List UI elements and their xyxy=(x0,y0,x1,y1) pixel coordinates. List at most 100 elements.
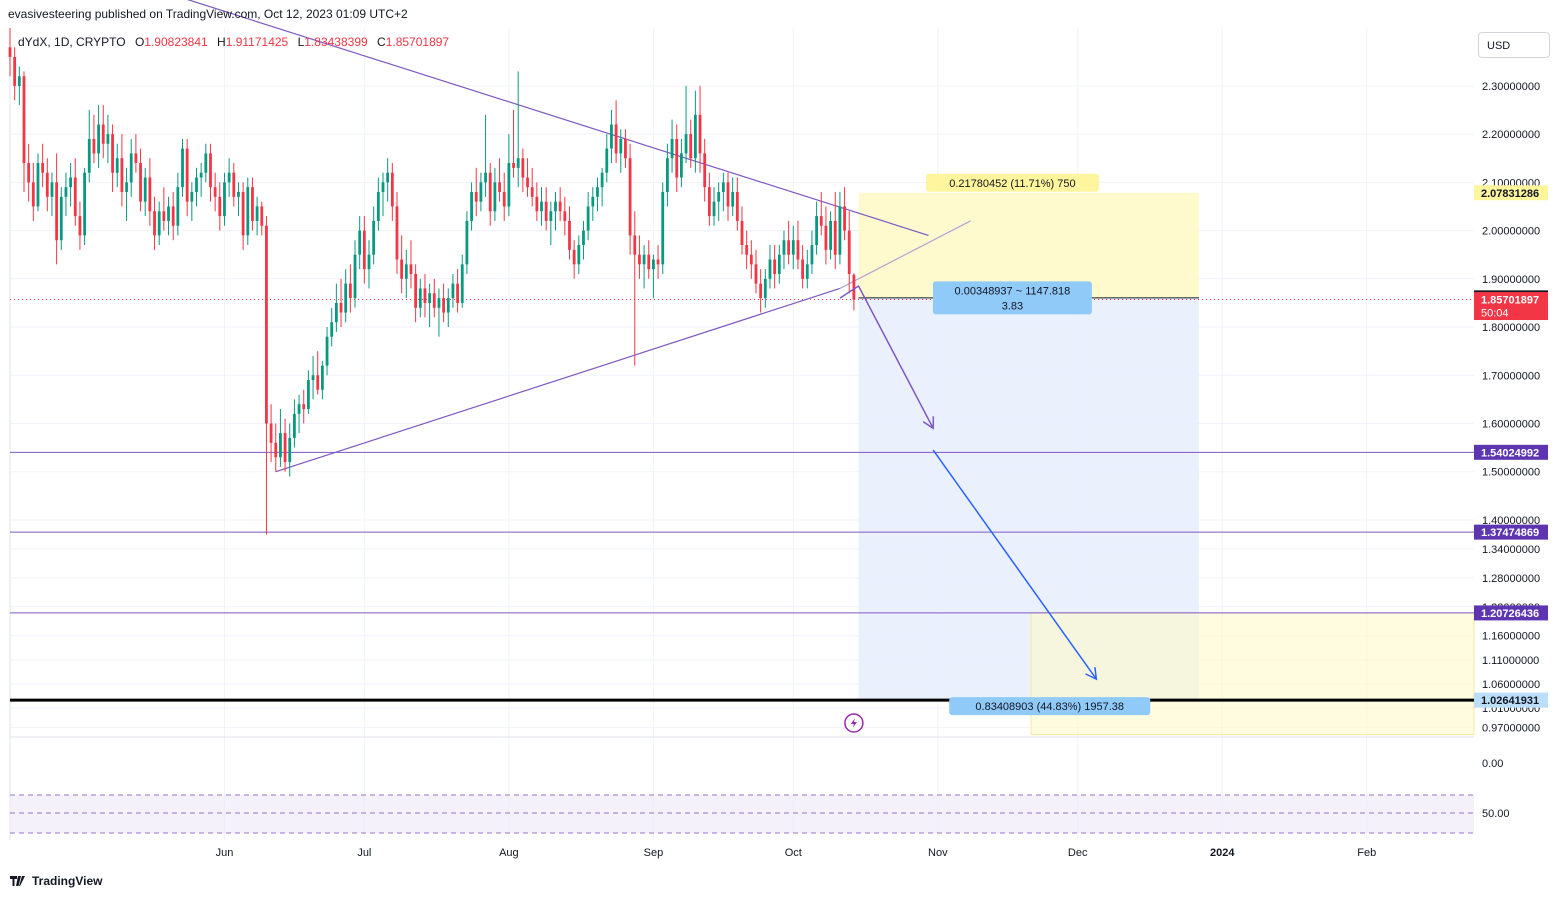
time-tick-label: Feb xyxy=(1357,847,1376,859)
candle-body xyxy=(582,230,585,246)
price-label-box xyxy=(1474,185,1548,201)
candle-body xyxy=(815,216,818,246)
target-label-box xyxy=(949,697,1151,716)
price-label: 2.07831286 xyxy=(1481,188,1539,200)
price-label: 1.02641931 xyxy=(1481,695,1539,707)
tradingview-brand[interactable]: TradingView xyxy=(10,874,102,888)
candle-body xyxy=(404,264,408,279)
indicator-pane: 50.00 xyxy=(10,794,1510,834)
candle-body xyxy=(237,191,240,197)
candle-body xyxy=(27,163,31,183)
time-tick-label: Dec xyxy=(1068,847,1088,859)
candle-body xyxy=(353,254,357,299)
candle-body xyxy=(395,206,399,260)
price-tick-label: 1.11000000 xyxy=(1482,655,1539,667)
candle-body xyxy=(400,259,404,279)
time-tick-label: Sep xyxy=(644,847,664,859)
candle-body xyxy=(260,206,264,226)
brand-label: TradingView xyxy=(32,874,103,888)
candle-body xyxy=(227,172,231,183)
candle-body xyxy=(568,220,571,250)
candle-body xyxy=(241,191,245,236)
candle-body xyxy=(325,336,329,366)
high-label: H xyxy=(217,35,226,49)
candle-body xyxy=(656,259,660,265)
candle-body xyxy=(838,206,842,255)
candle-body xyxy=(232,172,236,197)
center-label-text: 0.00348937 ~ 1147.818 xyxy=(955,285,1071,297)
candle-body xyxy=(87,138,91,173)
candle-body xyxy=(423,288,427,303)
time-tick-label: Jul xyxy=(357,847,371,859)
price-tick-label: 0.97000000 xyxy=(1482,722,1540,734)
blue-arrow-head xyxy=(1085,667,1098,681)
candle-body xyxy=(605,148,609,173)
candle-body xyxy=(787,240,791,255)
candle-body xyxy=(115,158,119,173)
candle-body xyxy=(754,264,758,284)
candle-body xyxy=(773,259,777,274)
candle-body xyxy=(549,211,553,221)
candle-body xyxy=(759,283,763,299)
candle-body xyxy=(223,182,226,217)
candle-body xyxy=(176,187,180,226)
price-label: 1.85701897 xyxy=(1481,295,1539,307)
candle-body xyxy=(675,138,679,178)
low-value: 1.83438399 xyxy=(304,35,368,49)
currency-button[interactable]: USD xyxy=(1478,32,1550,58)
candle-body xyxy=(558,201,562,212)
time-axis[interactable]: Jun Jul Aug Sep Oct Nov Dec 2024 Feb xyxy=(216,847,1377,859)
price-label-box xyxy=(1474,444,1548,460)
price-tick-label: 1.16000000 xyxy=(1482,631,1540,643)
candle-body xyxy=(265,225,268,424)
candle-body xyxy=(791,240,795,255)
candle-body xyxy=(73,177,77,217)
price-axis[interactable]: 2.300000002.200000002.100000002.00000000… xyxy=(1474,81,1548,770)
candle-body xyxy=(297,404,301,414)
candle-body xyxy=(721,182,725,192)
price-tick-label: 1.90000000 xyxy=(1482,274,1540,286)
candle-body xyxy=(502,191,506,207)
candle-body xyxy=(8,47,12,57)
candle-body xyxy=(348,283,352,299)
candle-body xyxy=(652,259,655,270)
candle-body xyxy=(833,220,837,255)
candle-body xyxy=(712,201,716,217)
candle-body xyxy=(50,182,54,197)
triangle-lower-line xyxy=(275,287,841,473)
candle-body xyxy=(106,134,110,144)
forecast-box xyxy=(1030,612,1475,736)
forecast-arrows xyxy=(839,284,1098,681)
candle-body xyxy=(456,283,459,303)
candle-body xyxy=(269,423,273,443)
candle-body xyxy=(139,163,142,202)
candle-body xyxy=(777,254,781,274)
symbol-label[interactable]: dYdX, 1D, CRYPTO xyxy=(18,35,126,49)
candle-body xyxy=(330,322,334,337)
candle-body xyxy=(824,225,828,250)
candlestick-series xyxy=(8,28,856,535)
candle-body xyxy=(283,433,287,463)
triangle-extension-line xyxy=(839,220,971,289)
candle-body xyxy=(596,187,599,197)
time-tick-label: Oct xyxy=(785,847,802,859)
price-tick-label: 2.30000000 xyxy=(1482,81,1540,93)
candle-body xyxy=(218,196,222,217)
candle-body xyxy=(670,138,674,159)
candle-body xyxy=(507,163,511,207)
candle-body xyxy=(45,172,49,197)
candle-body xyxy=(661,191,665,265)
candle-body xyxy=(717,191,721,202)
candle-body xyxy=(493,182,497,212)
candle-body xyxy=(600,172,604,188)
price-label-box xyxy=(1474,524,1548,540)
candle-body xyxy=(554,201,557,212)
candle-body xyxy=(367,254,371,270)
candle-body xyxy=(428,293,432,303)
candle-body xyxy=(59,196,63,241)
indicator-tick-label: 50.00 xyxy=(1482,808,1510,820)
candle-body xyxy=(13,56,17,86)
high-value: 1.91171425 xyxy=(225,35,289,49)
price-tick-label: 0.00 xyxy=(1482,758,1503,770)
